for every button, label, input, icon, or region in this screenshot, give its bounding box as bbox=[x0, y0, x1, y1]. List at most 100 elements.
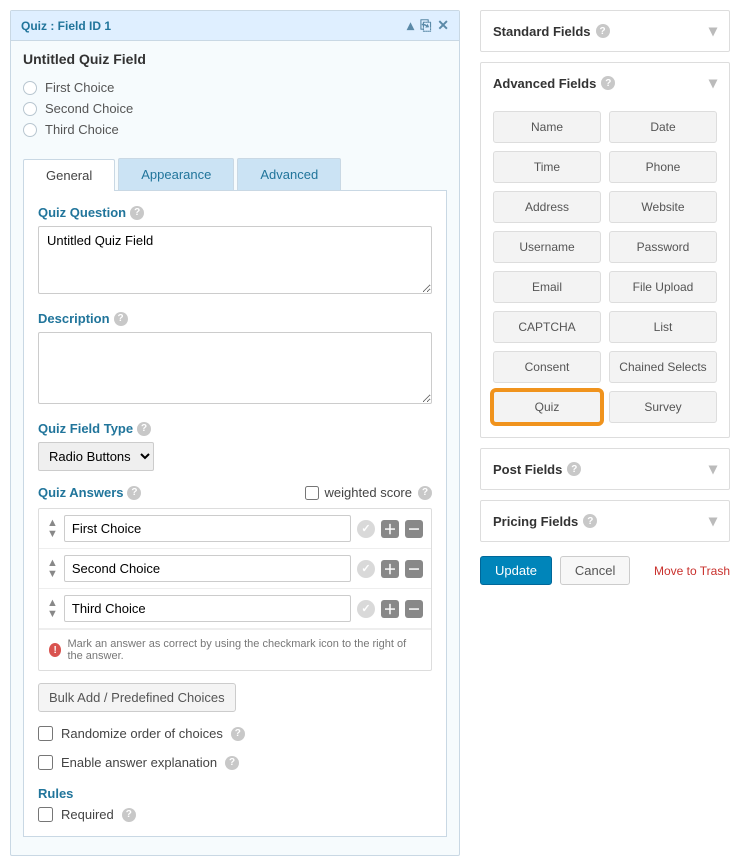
field-type-survey[interactable]: Survey bbox=[609, 391, 717, 423]
answer-row: ▲▼ ✓ ＋ － bbox=[39, 589, 431, 629]
tab-general[interactable]: General bbox=[23, 159, 115, 191]
preview-choice: Second Choice bbox=[23, 98, 447, 119]
alert-icon: ! bbox=[49, 643, 61, 657]
answer-input[interactable] bbox=[64, 555, 351, 582]
tab-appearance[interactable]: Appearance bbox=[118, 158, 234, 190]
help-icon[interactable]: ? bbox=[114, 312, 128, 326]
randomize-option: Randomize order of choices ? bbox=[38, 726, 432, 741]
answer-hint: ! Mark an answer as correct by using the… bbox=[39, 629, 431, 670]
randomize-checkbox[interactable] bbox=[38, 726, 53, 741]
preview-choice-label: Third Choice bbox=[45, 122, 119, 137]
help-icon[interactable]: ? bbox=[596, 24, 610, 38]
advanced-fields-title: Advanced Fields bbox=[493, 76, 596, 91]
move-to-trash-link[interactable]: Move to Trash bbox=[654, 564, 730, 578]
preview-choice: First Choice bbox=[23, 77, 447, 98]
update-button[interactable]: Update bbox=[480, 556, 552, 585]
drag-handle-icon[interactable]: ▲▼ bbox=[47, 598, 58, 620]
tab-general-content: Quiz Question ? Untitled Quiz Field Desc… bbox=[23, 191, 447, 837]
field-type-list[interactable]: List bbox=[609, 311, 717, 343]
help-icon[interactable]: ? bbox=[122, 808, 136, 822]
quiz-question-input[interactable]: Untitled Quiz Field bbox=[38, 226, 432, 294]
answers-list: ▲▼ ✓ ＋ － ▲▼ ✓ ＋ － bbox=[38, 508, 432, 671]
description-input[interactable] bbox=[38, 332, 432, 404]
field-type-time[interactable]: Time bbox=[493, 151, 601, 183]
tab-advanced[interactable]: Advanced bbox=[237, 158, 341, 190]
add-answer-icon[interactable]: ＋ bbox=[381, 600, 399, 618]
help-icon[interactable]: ? bbox=[225, 756, 239, 770]
field-type-name[interactable]: Name bbox=[493, 111, 601, 143]
collapse-icon[interactable]: ▴ bbox=[407, 17, 414, 34]
drag-handle-icon[interactable]: ▲▼ bbox=[47, 558, 58, 580]
weighted-score-option: weighted score ? bbox=[305, 485, 432, 500]
field-type-date[interactable]: Date bbox=[609, 111, 717, 143]
field-type-quiz[interactable]: Quiz bbox=[493, 391, 601, 423]
field-type-username[interactable]: Username bbox=[493, 231, 601, 263]
help-icon[interactable]: ? bbox=[137, 422, 151, 436]
field-type-password[interactable]: Password bbox=[609, 231, 717, 263]
advanced-fields-header[interactable]: Advanced Fields ? ▾ bbox=[481, 63, 729, 103]
mark-correct-icon[interactable]: ✓ bbox=[357, 560, 375, 578]
field-type-file-upload[interactable]: File Upload bbox=[609, 271, 717, 303]
field-type-email[interactable]: Email bbox=[493, 271, 601, 303]
drag-handle-icon[interactable]: ▲▼ bbox=[47, 518, 58, 540]
add-answer-icon[interactable]: ＋ bbox=[381, 560, 399, 578]
field-type-chained-selects[interactable]: Chained Selects bbox=[609, 351, 717, 383]
mark-correct-icon[interactable]: ✓ bbox=[357, 600, 375, 618]
answer-row: ▲▼ ✓ ＋ － bbox=[39, 509, 431, 549]
post-fields-title: Post Fields bbox=[493, 462, 562, 477]
mark-correct-icon[interactable]: ✓ bbox=[357, 520, 375, 538]
answer-input[interactable] bbox=[64, 595, 351, 622]
help-icon[interactable]: ? bbox=[583, 514, 597, 528]
field-type-consent[interactable]: Consent bbox=[493, 351, 601, 383]
add-answer-icon[interactable]: ＋ bbox=[381, 520, 399, 538]
help-icon[interactable]: ? bbox=[567, 462, 581, 476]
remove-answer-icon[interactable]: － bbox=[405, 600, 423, 618]
help-icon[interactable]: ? bbox=[130, 206, 144, 220]
duplicate-icon[interactable]: ⎘ bbox=[420, 17, 431, 34]
radio-icon bbox=[23, 102, 37, 116]
field-title: Untitled Quiz Field bbox=[23, 51, 447, 67]
chevron-down-icon: ▾ bbox=[709, 73, 717, 93]
field-type-address[interactable]: Address bbox=[493, 191, 601, 223]
quiz-answers-label: Quiz Answers ? bbox=[38, 485, 141, 500]
cancel-button[interactable]: Cancel bbox=[560, 556, 630, 585]
field-type-label: Quiz Field Type ? bbox=[38, 421, 432, 436]
radio-icon bbox=[23, 81, 37, 95]
help-icon[interactable]: ? bbox=[418, 486, 432, 500]
chevron-down-icon: ▾ bbox=[709, 21, 717, 41]
explanation-checkbox[interactable] bbox=[38, 755, 53, 770]
remove-answer-icon[interactable]: － bbox=[405, 560, 423, 578]
preview-choice-label: First Choice bbox=[45, 80, 114, 95]
help-icon[interactable]: ? bbox=[127, 486, 141, 500]
field-header-actions: ▴ ⎘ ✕ bbox=[407, 17, 449, 34]
description-label: Description ? bbox=[38, 311, 432, 326]
field-header-title: Quiz : Field ID 1 bbox=[21, 19, 111, 33]
required-checkbox[interactable] bbox=[38, 807, 53, 822]
close-icon[interactable]: ✕ bbox=[437, 17, 449, 34]
radio-icon bbox=[23, 123, 37, 137]
field-editor-panel: Quiz : Field ID 1 ▴ ⎘ ✕ Untitled Quiz Fi… bbox=[10, 10, 460, 856]
field-panel-header: Quiz : Field ID 1 ▴ ⎘ ✕ bbox=[11, 11, 459, 41]
remove-answer-icon[interactable]: － bbox=[405, 520, 423, 538]
answer-row: ▲▼ ✓ ＋ － bbox=[39, 549, 431, 589]
form-actions: Update Cancel Move to Trash bbox=[480, 556, 730, 585]
help-icon[interactable]: ? bbox=[601, 76, 615, 90]
chevron-down-icon: ▾ bbox=[709, 459, 717, 479]
pricing-fields-accordion[interactable]: Pricing Fields ? ▾ bbox=[480, 500, 730, 542]
preview-choice-label: Second Choice bbox=[45, 101, 133, 116]
advanced-fields-accordion: Advanced Fields ? ▾ NameDateTimePhoneAdd… bbox=[480, 62, 730, 438]
rules-label: Rules bbox=[38, 786, 432, 801]
post-fields-accordion[interactable]: Post Fields ? ▾ bbox=[480, 448, 730, 490]
answer-input[interactable] bbox=[64, 515, 351, 542]
weighted-score-checkbox[interactable] bbox=[305, 486, 319, 500]
standard-fields-title: Standard Fields bbox=[493, 24, 591, 39]
field-type-captcha[interactable]: CAPTCHA bbox=[493, 311, 601, 343]
bulk-add-button[interactable]: Bulk Add / Predefined Choices bbox=[38, 683, 236, 712]
field-type-website[interactable]: Website bbox=[609, 191, 717, 223]
settings-tabs: General Appearance Advanced bbox=[23, 158, 447, 191]
chevron-down-icon: ▾ bbox=[709, 511, 717, 531]
field-type-select[interactable]: Radio Buttons bbox=[38, 442, 154, 471]
field-type-phone[interactable]: Phone bbox=[609, 151, 717, 183]
help-icon[interactable]: ? bbox=[231, 727, 245, 741]
standard-fields-accordion[interactable]: Standard Fields ? ▾ bbox=[480, 10, 730, 52]
